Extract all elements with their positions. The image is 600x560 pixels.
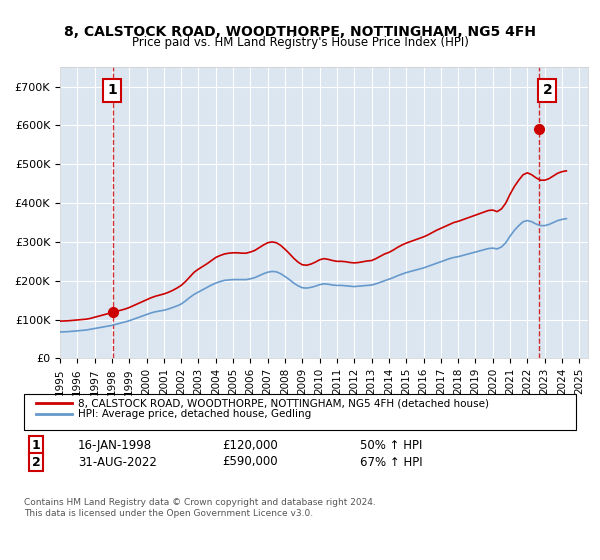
Text: £120,000: £120,000 <box>222 438 278 452</box>
Text: 50% ↑ HPI: 50% ↑ HPI <box>360 438 422 452</box>
Text: 31-AUG-2022: 31-AUG-2022 <box>78 455 157 469</box>
Text: 8, CALSTOCK ROAD, WOODTHORPE, NOTTINGHAM, NG5 4FH: 8, CALSTOCK ROAD, WOODTHORPE, NOTTINGHAM… <box>64 25 536 39</box>
Text: Price paid vs. HM Land Registry's House Price Index (HPI): Price paid vs. HM Land Registry's House … <box>131 36 469 49</box>
Text: 1: 1 <box>32 438 40 452</box>
Text: Contains HM Land Registry data © Crown copyright and database right 2024.
This d: Contains HM Land Registry data © Crown c… <box>24 498 376 518</box>
Text: HPI: Average price, detached house, Gedling: HPI: Average price, detached house, Gedl… <box>78 409 311 419</box>
Text: 2: 2 <box>542 83 552 97</box>
Text: 1: 1 <box>107 83 117 97</box>
Text: 16-JAN-1998: 16-JAN-1998 <box>78 438 152 452</box>
Text: 8, CALSTOCK ROAD, WOODTHORPE, NOTTINGHAM, NG5 4FH (detached house): 8, CALSTOCK ROAD, WOODTHORPE, NOTTINGHAM… <box>78 398 489 408</box>
Text: £590,000: £590,000 <box>222 455 278 469</box>
Text: 67% ↑ HPI: 67% ↑ HPI <box>360 455 422 469</box>
Text: 2: 2 <box>32 455 40 469</box>
